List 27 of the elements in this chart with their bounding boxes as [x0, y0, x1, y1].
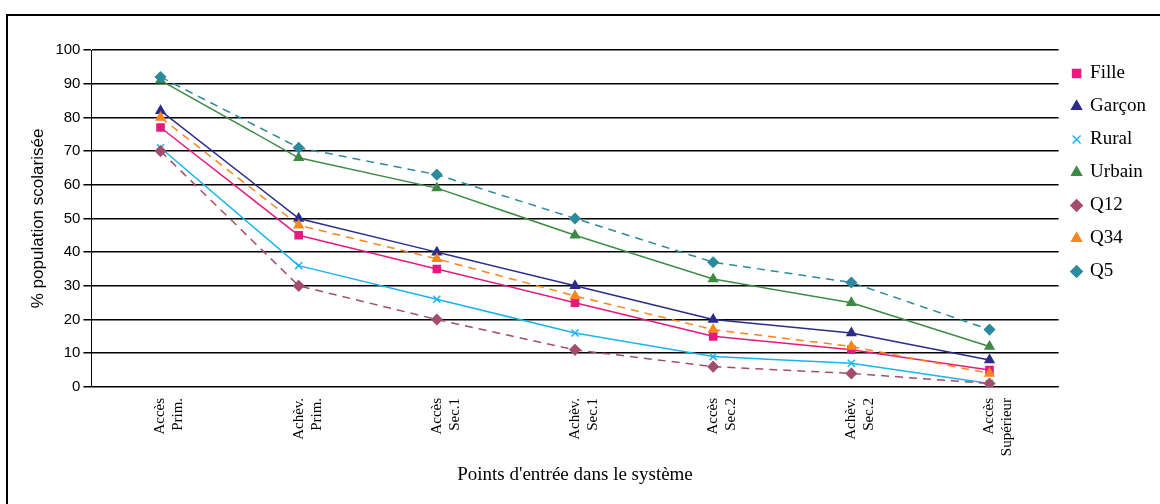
y-tick-label: 70 [63, 141, 81, 159]
x-tick-label: Accès Sec.1 [427, 397, 462, 435]
legend-label: Urbain [1090, 160, 1144, 182]
y-tick-label: 60 [63, 174, 81, 192]
x-tick-label: Accès Prim. [151, 397, 186, 435]
y-tick-label: 100 [55, 40, 81, 58]
legend-label: Q34 [1090, 226, 1124, 248]
y-tick-label: 50 [63, 208, 81, 226]
x-tick-label: Achèv. Prim. [289, 397, 324, 440]
y-tick-label: 0 [72, 377, 81, 395]
y-tick-label: 90 [63, 73, 81, 91]
x-tick-label: Accès Supérieur [980, 397, 1015, 457]
legend-label: Fille [1090, 61, 1125, 83]
legend-label: Garçon [1090, 94, 1147, 116]
y-tick-label: 10 [63, 343, 81, 361]
x-tick-label: Achèv. Sec.2 [842, 397, 877, 440]
x-axis-title: Points d'entrée dans le système [457, 462, 693, 484]
legend-label: Q5 [1090, 259, 1114, 281]
x-tick-label: Accès Sec.2 [704, 397, 739, 435]
x-tick-label: Achèv. Sec.1 [565, 397, 600, 440]
y-axis-title: % population scolarisée [27, 128, 47, 309]
legend-label: Rural [1090, 127, 1133, 149]
y-tick-label: 40 [63, 242, 81, 260]
y-tick-label: 80 [63, 107, 81, 125]
y-tick-label: 20 [63, 309, 81, 327]
y-tick-label: 30 [63, 275, 81, 293]
legend-label: Q12 [1090, 193, 1123, 215]
